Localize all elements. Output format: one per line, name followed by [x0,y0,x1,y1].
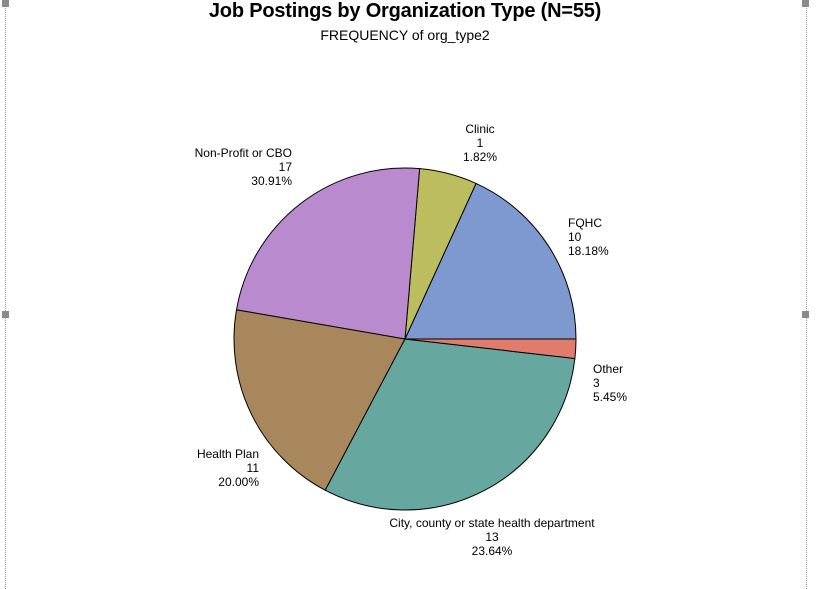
slice-label-percent: 30.91% [251,174,292,188]
slice-label-name: Clinic [465,122,494,136]
pie-slice-clinic [404,338,577,360]
slice-label-percent: 23.64% [472,544,513,558]
slice-label-count: 13 [485,530,499,544]
slice-label-count: 11 [247,461,260,475]
pie-slice-city-county-or-state-health-department [235,167,421,340]
slice-label-name: Health Plan [197,447,259,461]
slice-label-percent: 18.18% [568,244,609,258]
slice-label-name: FQHC [568,216,602,230]
slice-label-name: Other [593,362,623,376]
slice-label-count: 3 [593,376,600,390]
resize-handle-mid-left[interactable] [2,311,9,318]
resize-handle-mid-right[interactable] [802,311,809,318]
slice-label: Clinic 1 1.82% [463,122,497,164]
pie-slice-non-profit-or-cbo [324,338,576,511]
resize-handle-top-right[interactable] [802,0,809,7]
chart-subtitle: FREQUENCY of org_type2 [320,27,490,43]
slice-label: Non-Profit or CBO 17 30.91% [195,146,293,188]
resize-handle-top-left[interactable] [2,0,9,7]
pie-slice-fqhc [404,182,577,340]
chart-title: Job Postings by Organization Type (N=55) [208,0,602,22]
slice-label: Other 3 5.45% [593,362,627,404]
slice-label-count: 1 [477,136,484,150]
slice-label-percent: 1.82% [463,150,497,164]
slice-label: City, county or state health department 1… [389,516,595,558]
slice-label-count: 17 [279,160,293,174]
slice-label-percent: 20.00% [218,475,259,489]
pie-slice-health-plan [233,309,406,491]
slice-label: FQHC 10 18.18% [568,216,609,258]
slice-label-name: Non-Profit or CBO [195,146,292,160]
slice-label-percent: 5.45% [593,390,627,404]
slice-label-count: 10 [568,230,582,244]
slice-label-name: City, county or state health department [389,516,595,530]
slice-label: Health Plan 11 20.00% [197,447,259,489]
plot-frame [5,0,807,589]
